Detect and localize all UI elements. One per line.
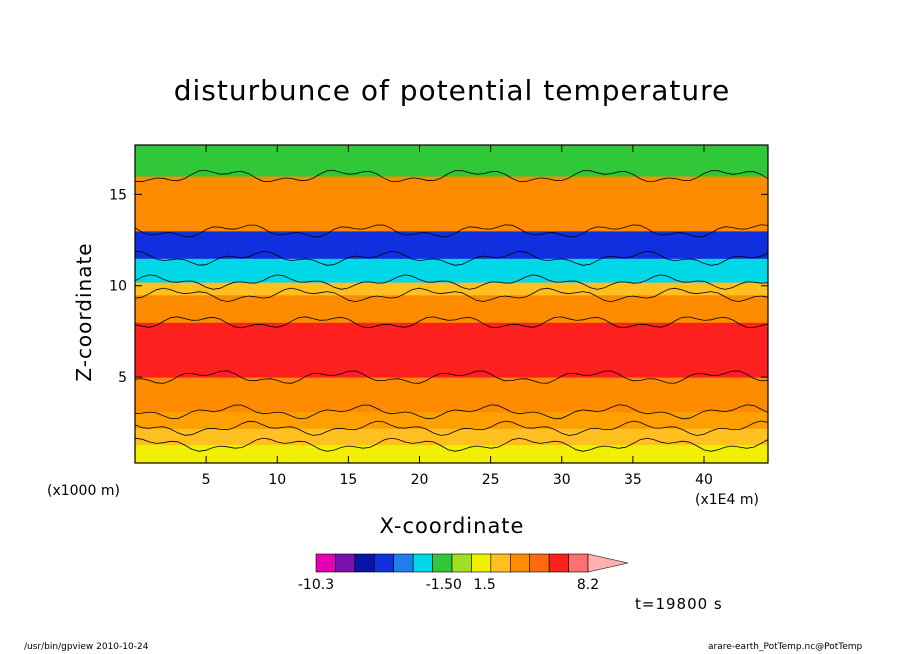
contour-band-3 — [135, 377, 768, 413]
contour-line-5 — [135, 316, 768, 329]
footer-left: /usr/bin/gpview 2010-10-24 — [24, 642, 149, 652]
contour-band-0 — [135, 444, 768, 463]
x-tick-label: 20 — [411, 472, 429, 488]
contour-line-9 — [135, 224, 768, 238]
colorbar-swatch — [568, 553, 589, 573]
colorbar-swatch — [451, 553, 472, 573]
x-unit-note: (x1E4 m) — [695, 492, 759, 508]
y-tick-label: 15 — [109, 187, 127, 203]
contour-band-10 — [135, 145, 768, 177]
colorbar-arrow — [587, 553, 629, 573]
colorbar-swatch — [548, 553, 569, 573]
contour-line-1 — [135, 437, 768, 452]
contour-band-5 — [135, 294, 768, 323]
y-unit-note: (x1000 m) — [47, 483, 120, 499]
contour-band-8 — [135, 230, 768, 259]
x-tick-label: 15 — [339, 472, 357, 488]
contour-plot-area — [135, 145, 768, 463]
colorbar: -10.3 -1.50 1.5 8.2 — [298, 553, 629, 593]
contour-band-4 — [135, 322, 768, 378]
footer-right: arare-earth_PotTemp.nc@PotTemp — [708, 642, 863, 652]
contour-line-10 — [135, 170, 768, 183]
contour-band-2 — [135, 411, 768, 429]
y-tick-label: 10 — [109, 279, 127, 295]
colorbar-swatch — [509, 553, 531, 573]
contour-line-2 — [135, 420, 768, 436]
contour-band-9 — [135, 176, 768, 232]
colorbar-label: 8.2 — [577, 577, 599, 593]
contour-line-4 — [135, 370, 768, 384]
chart-title: disturbunce of potential temperature — [173, 74, 731, 107]
x-tick-label: 40 — [695, 472, 713, 488]
contour-overlay — [135, 170, 768, 452]
colorbar-swatch — [412, 553, 433, 573]
x-tick-label: 10 — [268, 472, 286, 488]
time-label: t=19800 s — [635, 595, 723, 613]
contour-band-7 — [135, 258, 768, 283]
colorbar-swatch — [315, 553, 336, 573]
axis-ticks: 5 10 15 20 25 30 35 40 5 10 15 — [109, 145, 768, 488]
colorbar-label: -10.3 — [298, 577, 334, 593]
contour-line-6 — [135, 287, 768, 303]
x-axis-label: X-coordinate — [379, 514, 525, 538]
colorbar-swatch — [471, 553, 492, 573]
y-tick-label: 5 — [118, 370, 127, 386]
contour-line-8 — [135, 250, 768, 266]
colorbar-swatch — [354, 553, 375, 573]
colorbar-label: 1.5 — [474, 577, 496, 593]
colorbar-swatch — [393, 553, 414, 573]
x-tick-label: 35 — [624, 472, 642, 488]
x-tick-label: 30 — [553, 472, 571, 488]
colorbar-swatch — [373, 553, 395, 573]
contour-band-1 — [135, 428, 768, 446]
colorbar-swatch — [432, 553, 453, 573]
colorbar-label: -1.50 — [426, 577, 462, 593]
x-tick-label: 25 — [482, 472, 500, 488]
colorbar-swatch — [490, 553, 511, 573]
x-tick-label: 5 — [202, 472, 211, 488]
contour-line-7 — [135, 274, 768, 290]
contour-line-3 — [135, 404, 768, 420]
colorbar-swatch — [335, 553, 356, 573]
plot-frame — [134, 144, 769, 464]
colorbar-swatch — [529, 553, 550, 573]
